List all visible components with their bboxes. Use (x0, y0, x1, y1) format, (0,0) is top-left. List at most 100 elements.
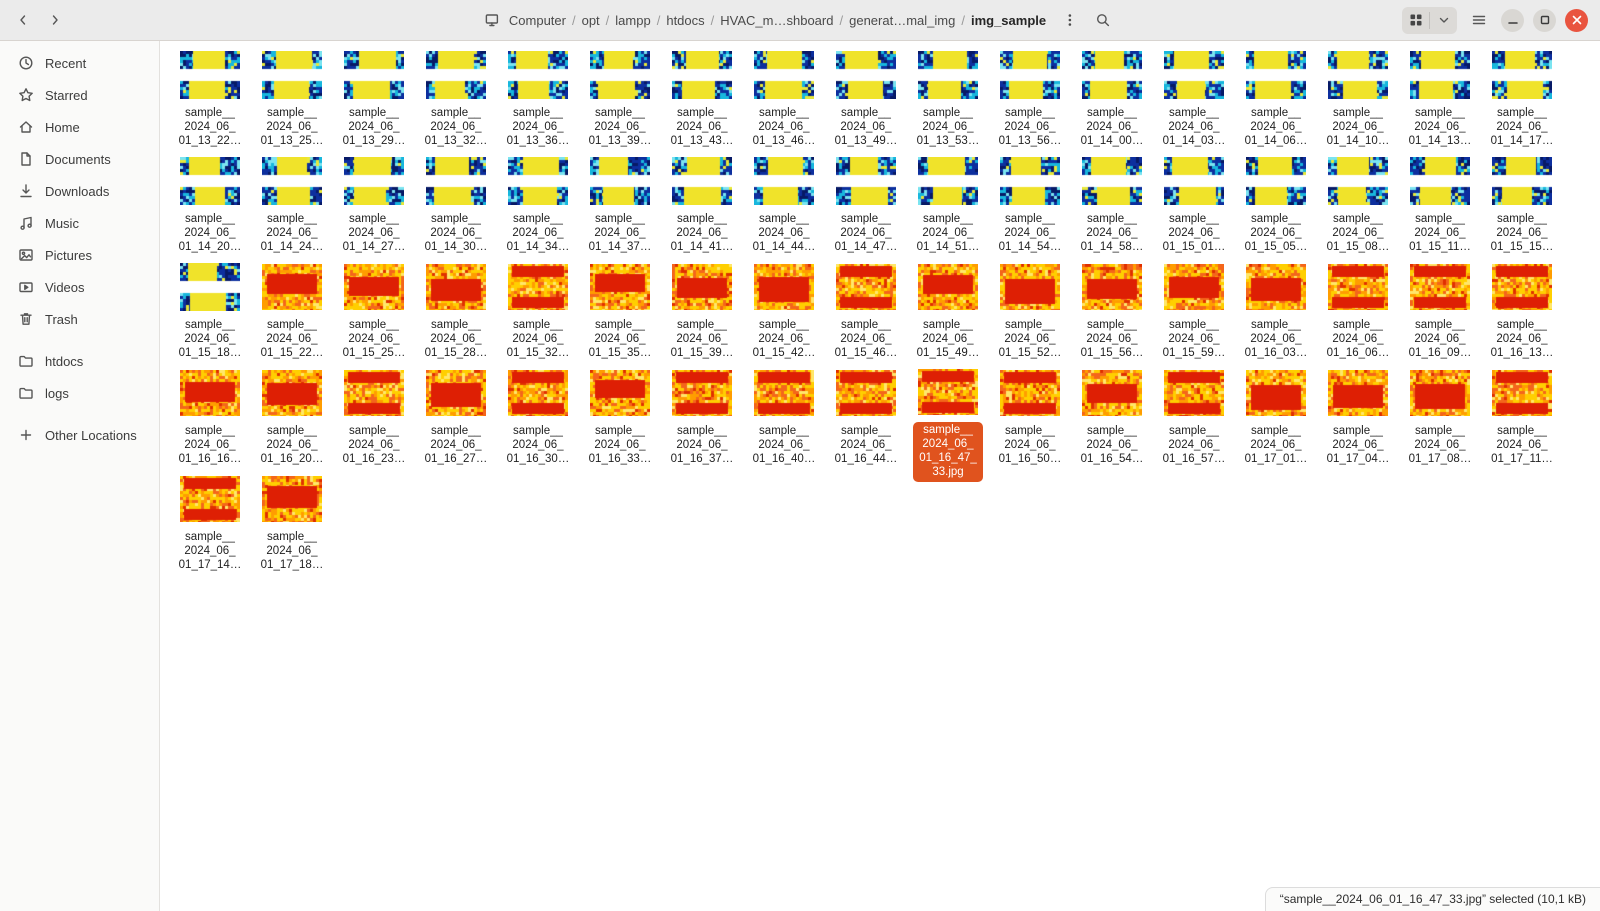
file-item[interactable]: sample__ 2024_06_ 01_15_39… (661, 263, 743, 369)
file-item[interactable]: sample__ 2024_06_ 01_14_58… (1071, 157, 1153, 263)
file-item[interactable]: sample__ 2024_06_ 01_14_30… (415, 157, 497, 263)
file-item[interactable]: sample__ 2024_06_ 01_16_27… (415, 369, 497, 475)
file-item[interactable]: sample__ 2024_06_ 01_17_18… (251, 475, 333, 581)
file-item[interactable]: sample__ 2024_06_ 01_13_53… (907, 51, 989, 157)
file-item[interactable]: sample__ 2024_06_ 01_14_00… (1071, 51, 1153, 157)
file-item[interactable]: sample__ 2024_06_ 01_15_18… (169, 263, 251, 369)
file-item[interactable]: sample__ 2024_06_ 01_16_20… (251, 369, 333, 475)
file-item[interactable]: sample__ 2024_06_ 01_15_08… (1317, 157, 1399, 263)
file-item[interactable]: sample__ 2024_06_ 01_14_06… (1235, 51, 1317, 157)
file-item[interactable]: sample__ 2024_06_ 01_17_01… (1235, 369, 1317, 475)
breadcrumb-segment[interactable]: HVAC_m…shboard (720, 12, 834, 28)
file-item[interactable]: sample__ 2024_06_ 01_13_43… (661, 51, 743, 157)
file-item[interactable]: sample__ 2024_06_ 01_15_22… (251, 263, 333, 369)
file-item[interactable]: sample__ 2024_06_ 01_15_25… (333, 263, 415, 369)
breadcrumb-segment[interactable]: Computer (508, 12, 566, 28)
file-item[interactable]: sample__ 2024_06_ 01_16_37… (661, 369, 743, 475)
file-item[interactable]: sample__ 2024_06_ 01_14_44… (743, 157, 825, 263)
forward-button[interactable] (42, 7, 68, 33)
sidebar-item-other-locations[interactable]: Other Locations (4, 419, 155, 451)
maximize-button[interactable] (1533, 8, 1556, 32)
file-item[interactable]: sample__ 2024_06_ 01_16_06… (1317, 263, 1399, 369)
file-item[interactable]: sample__ 2024_06_ 01_13_25… (251, 51, 333, 157)
breadcrumb-segment[interactable]: generat…mal_img (849, 12, 956, 28)
path-menu-button[interactable] (1057, 7, 1083, 33)
file-item[interactable]: sample__ 2024_06_ 01_15_11… (1399, 157, 1481, 263)
file-item[interactable]: sample__ 2024_06_ 01_16_03… (1235, 263, 1317, 369)
close-button[interactable] (1565, 8, 1588, 32)
file-item[interactable]: sample__ 2024_06_ 01_13_56… (989, 51, 1071, 157)
file-item[interactable]: sample__ 2024_06_ 01_14_17… (1481, 51, 1563, 157)
sidebar-item-htdocs[interactable]: htdocs (4, 345, 155, 377)
file-item[interactable]: sample__ 2024_06_ 01_14_03… (1153, 51, 1235, 157)
file-item[interactable]: sample__ 2024_06_ 01_15_49… (907, 263, 989, 369)
file-item[interactable]: sample__ 2024_06_ 01_16_16… (169, 369, 251, 475)
file-item[interactable]: sample__ 2024_06_ 01_16_33… (579, 369, 661, 475)
sidebar-item-documents[interactable]: Documents (4, 143, 155, 175)
file-item[interactable]: sample__ 2024_06_ 01_16_40… (743, 369, 825, 475)
file-item[interactable]: sample__ 2024_06_ 01_15_52… (989, 263, 1071, 369)
file-item[interactable]: sample__ 2024_06_ 01_14_47… (825, 157, 907, 263)
file-item[interactable]: sample__ 2024_06_ 01_17_04… (1317, 369, 1399, 475)
file-item[interactable]: sample__ 2024_06_ 01_16_13… (1481, 263, 1563, 369)
file-item[interactable]: sample__ 2024_06_ 01_14_34… (497, 157, 579, 263)
file-item[interactable]: sample__ 2024_06_ 01_15_15… (1481, 157, 1563, 263)
sidebar-item-recent[interactable]: Recent (4, 47, 155, 79)
sidebar-item-videos[interactable]: Videos (4, 271, 155, 303)
file-item[interactable]: sample__ 2024_06_ 01_15_01… (1153, 157, 1235, 263)
sidebar-item-starred[interactable]: Starred (4, 79, 155, 111)
file-item[interactable]: sample__ 2024_06_ 01_15_32… (497, 263, 579, 369)
view-options-button[interactable] (1430, 7, 1457, 34)
file-item[interactable]: sample__ 2024_06_ 01_15_28… (415, 263, 497, 369)
sidebar-item-home[interactable]: Home (4, 111, 155, 143)
file-item[interactable]: sample__ 2024_06_ 01_13_29… (333, 51, 415, 157)
sidebar-item-pictures[interactable]: Pictures (4, 239, 155, 271)
file-item[interactable]: sample__ 2024_06_ 01_15_05… (1235, 157, 1317, 263)
file-item[interactable]: sample__ 2024_06_ 01_16_57… (1153, 369, 1235, 475)
file-item[interactable]: sample__ 2024_06_ 01_17_11… (1481, 369, 1563, 475)
back-button[interactable] (10, 7, 36, 33)
breadcrumb-segment[interactable]: img_sample (970, 12, 1047, 28)
file-item[interactable]: sample__ 2024_06_ 01_16_54… (1071, 369, 1153, 475)
file-item[interactable]: sample__ 2024_06_ 01_17_08… (1399, 369, 1481, 475)
file-item[interactable]: sample__ 2024_06_ 01_15_35… (579, 263, 661, 369)
search-button[interactable] (1090, 7, 1116, 33)
file-item[interactable]: sample__ 2024_06_ 01_16_09… (1399, 263, 1481, 369)
file-item[interactable]: sample__ 2024_06_ 01_14_41… (661, 157, 743, 263)
file-item[interactable]: sample__ 2024_06_ 01_15_46… (825, 263, 907, 369)
breadcrumb-segment[interactable]: lampp (615, 12, 651, 28)
breadcrumb-segment[interactable]: opt (581, 12, 600, 28)
file-item[interactable]: sample__ 2024_06_ 01_14_54… (989, 157, 1071, 263)
file-thumbnail (1328, 263, 1388, 311)
minimize-button[interactable] (1501, 8, 1524, 32)
file-item[interactable]: sample__ 2024_06_ 01_14_13… (1399, 51, 1481, 157)
grid-view-button[interactable] (1402, 7, 1429, 34)
file-item[interactable]: sample__ 2024_06_ 01_15_42… (743, 263, 825, 369)
file-item[interactable]: sample__ 2024_06_ 01_16_30… (497, 369, 579, 475)
file-item[interactable]: sample__ 2024_06_ 01_14_37… (579, 157, 661, 263)
file-item[interactable]: sample__ 2024_06_ 01_15_59… (1153, 263, 1235, 369)
main-menu-button[interactable] (1466, 7, 1492, 33)
file-item[interactable]: sample__ 2024_06_ 01_13_39… (579, 51, 661, 157)
breadcrumb-segment[interactable]: htdocs (666, 12, 705, 28)
file-item[interactable]: sample__ 2024_06_ 01_14_24… (251, 157, 333, 263)
file-item[interactable]: sample__ 2024_06_ 01_13_49… (825, 51, 907, 157)
sidebar-item-music[interactable]: Music (4, 207, 155, 239)
file-item[interactable]: sample__ 2024_06_ 01_13_32… (415, 51, 497, 157)
file-item-selected[interactable]: sample__ 2024_06_ 01_16_47_ 33.jpg (907, 369, 989, 482)
file-item[interactable]: sample__ 2024_06_ 01_17_14… (169, 475, 251, 581)
file-item[interactable]: sample__ 2024_06_ 01_14_20… (169, 157, 251, 263)
file-item[interactable]: sample__ 2024_06_ 01_13_46… (743, 51, 825, 157)
file-item[interactable]: sample__ 2024_06_ 01_14_10… (1317, 51, 1399, 157)
file-item[interactable]: sample__ 2024_06_ 01_14_51… (907, 157, 989, 263)
file-item[interactable]: sample__ 2024_06_ 01_16_23… (333, 369, 415, 475)
file-item[interactable]: sample__ 2024_06_ 01_13_36… (497, 51, 579, 157)
file-item[interactable]: sample__ 2024_06_ 01_14_27… (333, 157, 415, 263)
file-item[interactable]: sample__ 2024_06_ 01_16_44… (825, 369, 907, 475)
sidebar-item-trash[interactable]: Trash (4, 303, 155, 335)
file-item[interactable]: sample__ 2024_06_ 01_16_50… (989, 369, 1071, 475)
file-item[interactable]: sample__ 2024_06_ 01_15_56… (1071, 263, 1153, 369)
file-item[interactable]: sample__ 2024_06_ 01_13_22… (169, 51, 251, 157)
sidebar-item-downloads[interactable]: Downloads (4, 175, 155, 207)
sidebar-item-logs[interactable]: logs (4, 377, 155, 409)
